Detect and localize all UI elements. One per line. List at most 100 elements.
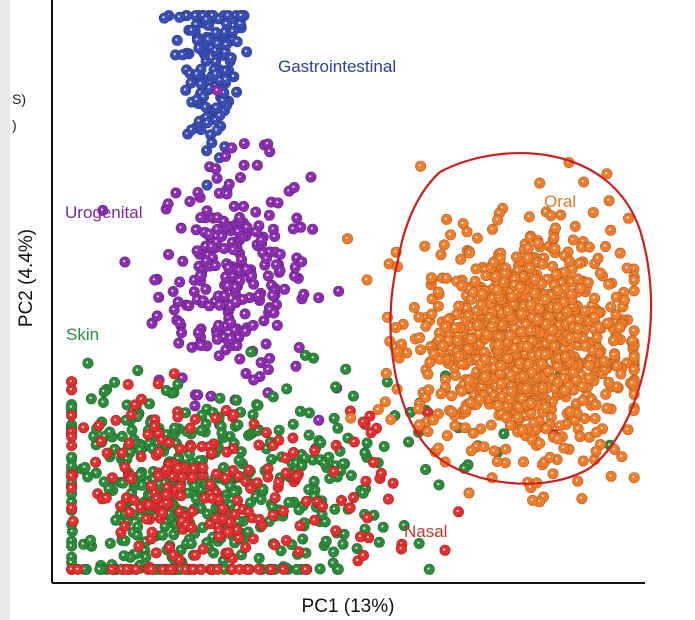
oral-point-highlight [543,342,546,345]
nasal-point [293,546,305,558]
urogenital-point-highlight [262,263,266,266]
nasal-point-highlight [172,371,175,374]
skin-point-highlight [341,542,344,545]
urogenital-point [230,296,242,308]
oral-point [456,385,468,397]
oral-point [525,325,537,337]
nasal-point-highlight [149,567,153,570]
nasal-point [280,467,292,479]
skin-point-highlight [382,444,385,447]
urogenital-point-highlight [179,226,182,229]
nasal-point-highlight [126,382,129,385]
urogenital-point-highlight [270,293,273,296]
skin-point-highlight [205,407,208,410]
nasal-point [211,468,223,480]
skin-point [328,546,340,558]
oral-point-highlight [575,411,578,414]
oral-point-highlight [527,215,530,218]
nasal-point [174,481,186,493]
urogenital-point-highlight [259,360,262,363]
oral-point-highlight [387,262,390,265]
skin-point [85,534,97,546]
gastrointestinal-point [201,14,213,25]
oral-point-highlight [579,245,582,248]
skin-point-highlight [257,556,260,559]
oral-point [605,301,617,313]
nasal-point-highlight [69,474,72,477]
oral-point [515,308,527,320]
nasal-point-highlight [333,528,337,532]
skin-point-highlight [204,422,207,425]
urogenital-point-highlight [243,329,246,332]
skin-point-highlight [287,500,290,503]
skin-point-highlight [219,424,222,427]
nasal-point-highlight [189,525,192,529]
nasal-point-highlight [257,443,260,446]
skin-point-highlight [234,398,237,401]
label-gastrointestinal: Gastrointestinal [278,57,396,76]
oral-point [550,269,562,281]
oral-point [493,339,505,351]
urogenital-point [305,171,317,183]
nasal-point [153,470,165,482]
urogenital-point-highlight [207,164,210,167]
nasal-point-highlight [139,397,142,400]
nasal-point-highlight [271,443,274,446]
skin-point-highlight [69,405,72,408]
nasal-point-highlight [190,509,193,512]
nasal-point [125,473,137,485]
skin-point-highlight [318,457,321,461]
oral-point-highlight [619,372,622,375]
nasal-point [228,409,240,421]
oral-point-highlight [541,495,544,498]
oral-point-highlight [418,164,421,167]
urogenital-point-highlight [219,234,223,237]
nasal-point-highlight [200,444,203,447]
oral-point [572,475,584,487]
urogenital-point-highlight [222,294,226,297]
urogenital-point [151,310,163,322]
urogenital-point-highlight [238,175,241,178]
urogenital-point [211,212,223,224]
oral-point [534,177,546,189]
nasal-point-highlight [230,567,233,570]
nasal-point [116,447,128,459]
skin-point [498,428,510,440]
nasal-point-highlight [81,425,84,428]
scatter-points [66,10,640,575]
nasal-point-highlight [208,522,211,525]
oral-point-highlight [478,427,481,430]
oral-point-highlight [385,315,388,318]
urogenital-point-highlight [213,300,216,303]
oral-point-highlight [517,405,520,408]
skin-point [104,426,116,438]
gastrointestinal-point [210,102,222,114]
skin-point [266,453,278,465]
skin-point-highlight [151,477,155,480]
nasal-point [382,493,394,505]
skin-point-highlight [81,542,84,545]
skin-point-highlight [462,466,465,469]
skin-point-highlight [312,494,315,497]
nasal-point [149,420,161,432]
oral-point-highlight [581,337,584,340]
skin-point-highlight [138,473,141,476]
skin-point-highlight [363,527,366,530]
oral-point-highlight [428,360,431,363]
oral-point [529,287,541,299]
oral-point-highlight [454,279,457,282]
oral-point-highlight [496,403,499,406]
oral-point-highlight [597,325,600,328]
oral-point-highlight [417,315,420,318]
oral-point [599,241,611,253]
nasal-point-highlight [183,567,186,570]
oral-point-highlight [450,409,453,413]
nasal-point [309,514,321,526]
nasal-point-highlight [361,553,364,556]
urogenital-point-highlight [198,215,201,218]
urogenital-point-highlight [229,146,233,149]
nasal-point-highlight [122,524,126,527]
nasal-point-highlight [312,448,315,451]
skin-point-highlight [85,475,88,478]
urogenital-point [213,187,225,199]
